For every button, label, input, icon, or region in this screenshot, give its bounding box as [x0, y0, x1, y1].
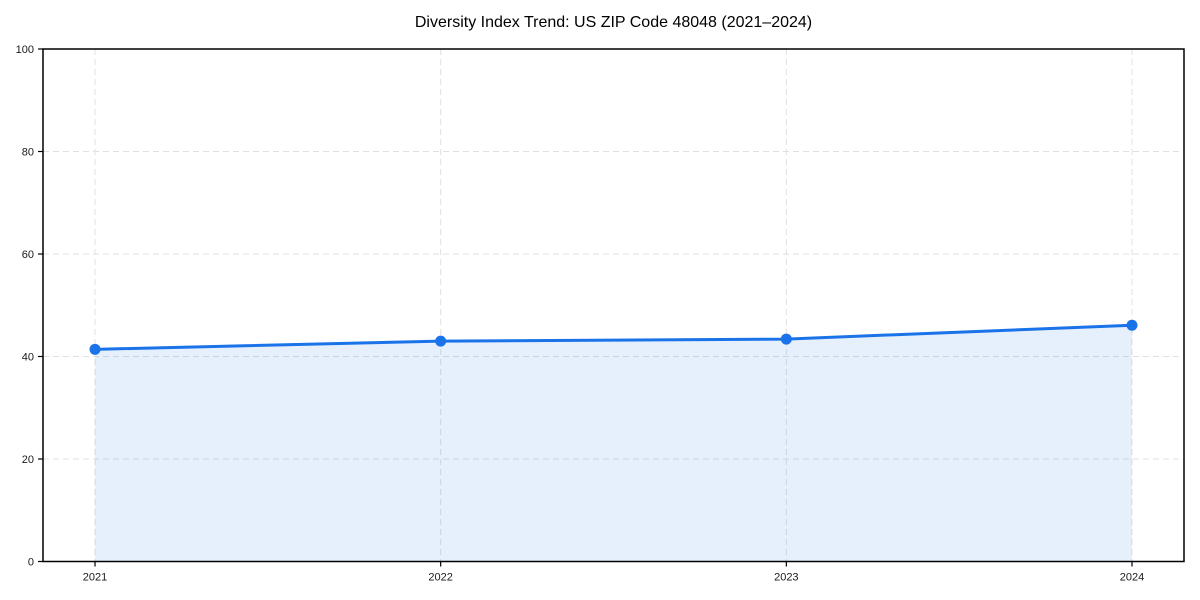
data-point-2024 — [1126, 319, 1138, 331]
y-tick-label: 80 — [22, 147, 34, 159]
data-point-2022 — [435, 335, 447, 347]
y-tick-label: 20 — [22, 454, 34, 466]
y-tick-label: 0 — [28, 557, 34, 569]
data-point-2021 — [89, 343, 101, 355]
x-tick-label: 2021 — [83, 572, 107, 584]
data-point-2023 — [780, 333, 792, 345]
trend-line — [93, 323, 1134, 351]
x-tick-label: 2023 — [774, 572, 798, 584]
x-tick-label: 2024 — [1120, 572, 1144, 584]
y-tick-label: 60 — [22, 249, 34, 261]
y-tick-label: 100 — [16, 44, 34, 56]
y-tick-label: 40 — [22, 352, 34, 364]
chart-title: Diversity Index Trend: US ZIP Code 48048… — [414, 14, 813, 31]
plot-border — [42, 48, 1185, 563]
area-fill — [95, 325, 1132, 562]
x-tick-label: 2022 — [428, 572, 452, 584]
